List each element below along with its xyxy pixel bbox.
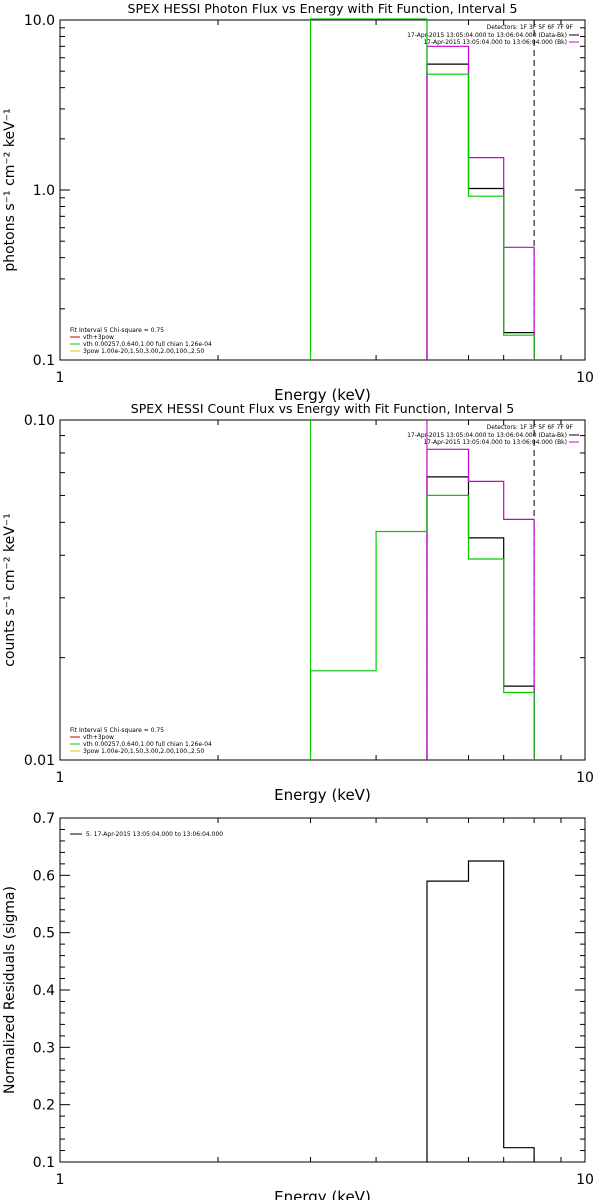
y-tick-label: 1.0	[33, 183, 55, 199]
chart-title: SPEX HESSI Photon Flux vs Energy with Fi…	[128, 1, 518, 16]
y-axis-label: counts s⁻¹ cm⁻² keV⁻¹	[2, 513, 18, 667]
x-tick-label: 1	[56, 370, 65, 386]
legend-fit-entry: vth+3pow	[83, 734, 114, 741]
y-tick-label: 0.4	[33, 983, 55, 999]
plot-frame	[59, 19, 586, 361]
legend-series-name: 5. 17-Apr-2015 13:05:04.000 to 13:06:04.…	[86, 831, 223, 838]
y-tick-label: 0.1	[33, 1155, 55, 1171]
x-tick-label: 10	[576, 770, 594, 786]
y-tick-label: 0.01	[24, 753, 55, 769]
chart-panel-1: 1 10 0.1 1.0 10.0 SPEX HESSI Photon Flux vs E…	[2, 1, 594, 404]
legend-fit-entry: vth 0.00257,0.640,1.00 full chian 1.26e-…	[83, 341, 212, 348]
y-tick-label: 0.2	[33, 1098, 55, 1114]
y-tick-label: 0.7	[33, 811, 55, 827]
series-1-step	[426, 860, 535, 1162]
y-tick-label: 0.1	[33, 353, 55, 369]
y-tick-label: 0.10	[24, 413, 55, 429]
x-tick-label: 1	[56, 1172, 65, 1188]
legend-fit-entry: vth 0.00257,0.640,1.00 full chian 1.26e-…	[83, 741, 212, 748]
x-tick-label: 1	[56, 770, 65, 786]
legend-fit-entry: 3pow 1.00e-20,1.50,3.00,2.00,100.,2.50	[83, 748, 204, 755]
series-2-step	[426, 45, 535, 360]
x-axis-label: Energy (keV)	[274, 786, 371, 804]
legend-detectors: Detectors: 1F 3F 5F 6F 7F 9F	[487, 24, 574, 31]
plot-frame	[59, 817, 586, 1163]
chart-panel-3: 1 10 0.1 0.2 0.3 0.4 0.5 0.6 0.7 Energy (keV) Norm…	[2, 811, 594, 1200]
legend-fit-entry: 3pow 1.00e-20,1.50,3.00,2.00,100.,2.50	[83, 348, 204, 355]
legend-fit-info: Fit Interval 5 Chi-square = 0.75	[70, 727, 164, 734]
legend-fit-info: Fit Interval 5 Chi-square = 0.75	[70, 327, 164, 334]
series-1-step	[426, 476, 535, 760]
series-1-step	[426, 63, 535, 360]
chart-title: SPEX HESSI Count Flux vs Energy with Fit…	[131, 401, 514, 416]
plot-frame	[59, 419, 586, 761]
legend-time-range: 17-Apr-2015 13:05:04.000 to 13:06:04.000…	[423, 439, 567, 446]
legend-time-range: 17-Apr-2015 13:05:04.000 to 13:06:04.000…	[423, 39, 567, 46]
y-axis-label: photons s⁻¹ cm⁻² keV⁻¹	[2, 108, 18, 271]
legend-detectors: Detectors: 1F 3F 5F 6F 7F 9F	[487, 424, 574, 431]
chart-panel-2: 1 10 0.01 0.10 SPEX HESSI Count Flux vs Ener…	[2, 401, 594, 804]
y-tick-label: 0.5	[33, 926, 55, 942]
legend-fit-entry: vth+3pow	[83, 334, 114, 341]
x-axis-label: Energy (keV)	[274, 386, 371, 404]
y-tick-label: 0.6	[33, 868, 55, 884]
series-2-step	[426, 448, 535, 760]
y-tick-label: 0.3	[33, 1040, 55, 1056]
legend-time-range: 17-Apr-2015 13:05:04.000 to 13:06:04.000…	[407, 432, 567, 439]
series-3-step	[309, 18, 535, 360]
x-axis-label: Energy (keV)	[274, 1188, 371, 1200]
y-tick-label: 10.0	[24, 13, 55, 29]
x-tick-label: 10	[576, 370, 594, 386]
x-tick-label: 10	[576, 1172, 594, 1188]
legend-time-range: 17-Apr-2015 13:05:04.000 to 13:06:04.000…	[407, 32, 567, 39]
y-axis-label: Normalized Residuals (sigma)	[2, 886, 18, 1094]
series-3-step	[309, 494, 535, 760]
